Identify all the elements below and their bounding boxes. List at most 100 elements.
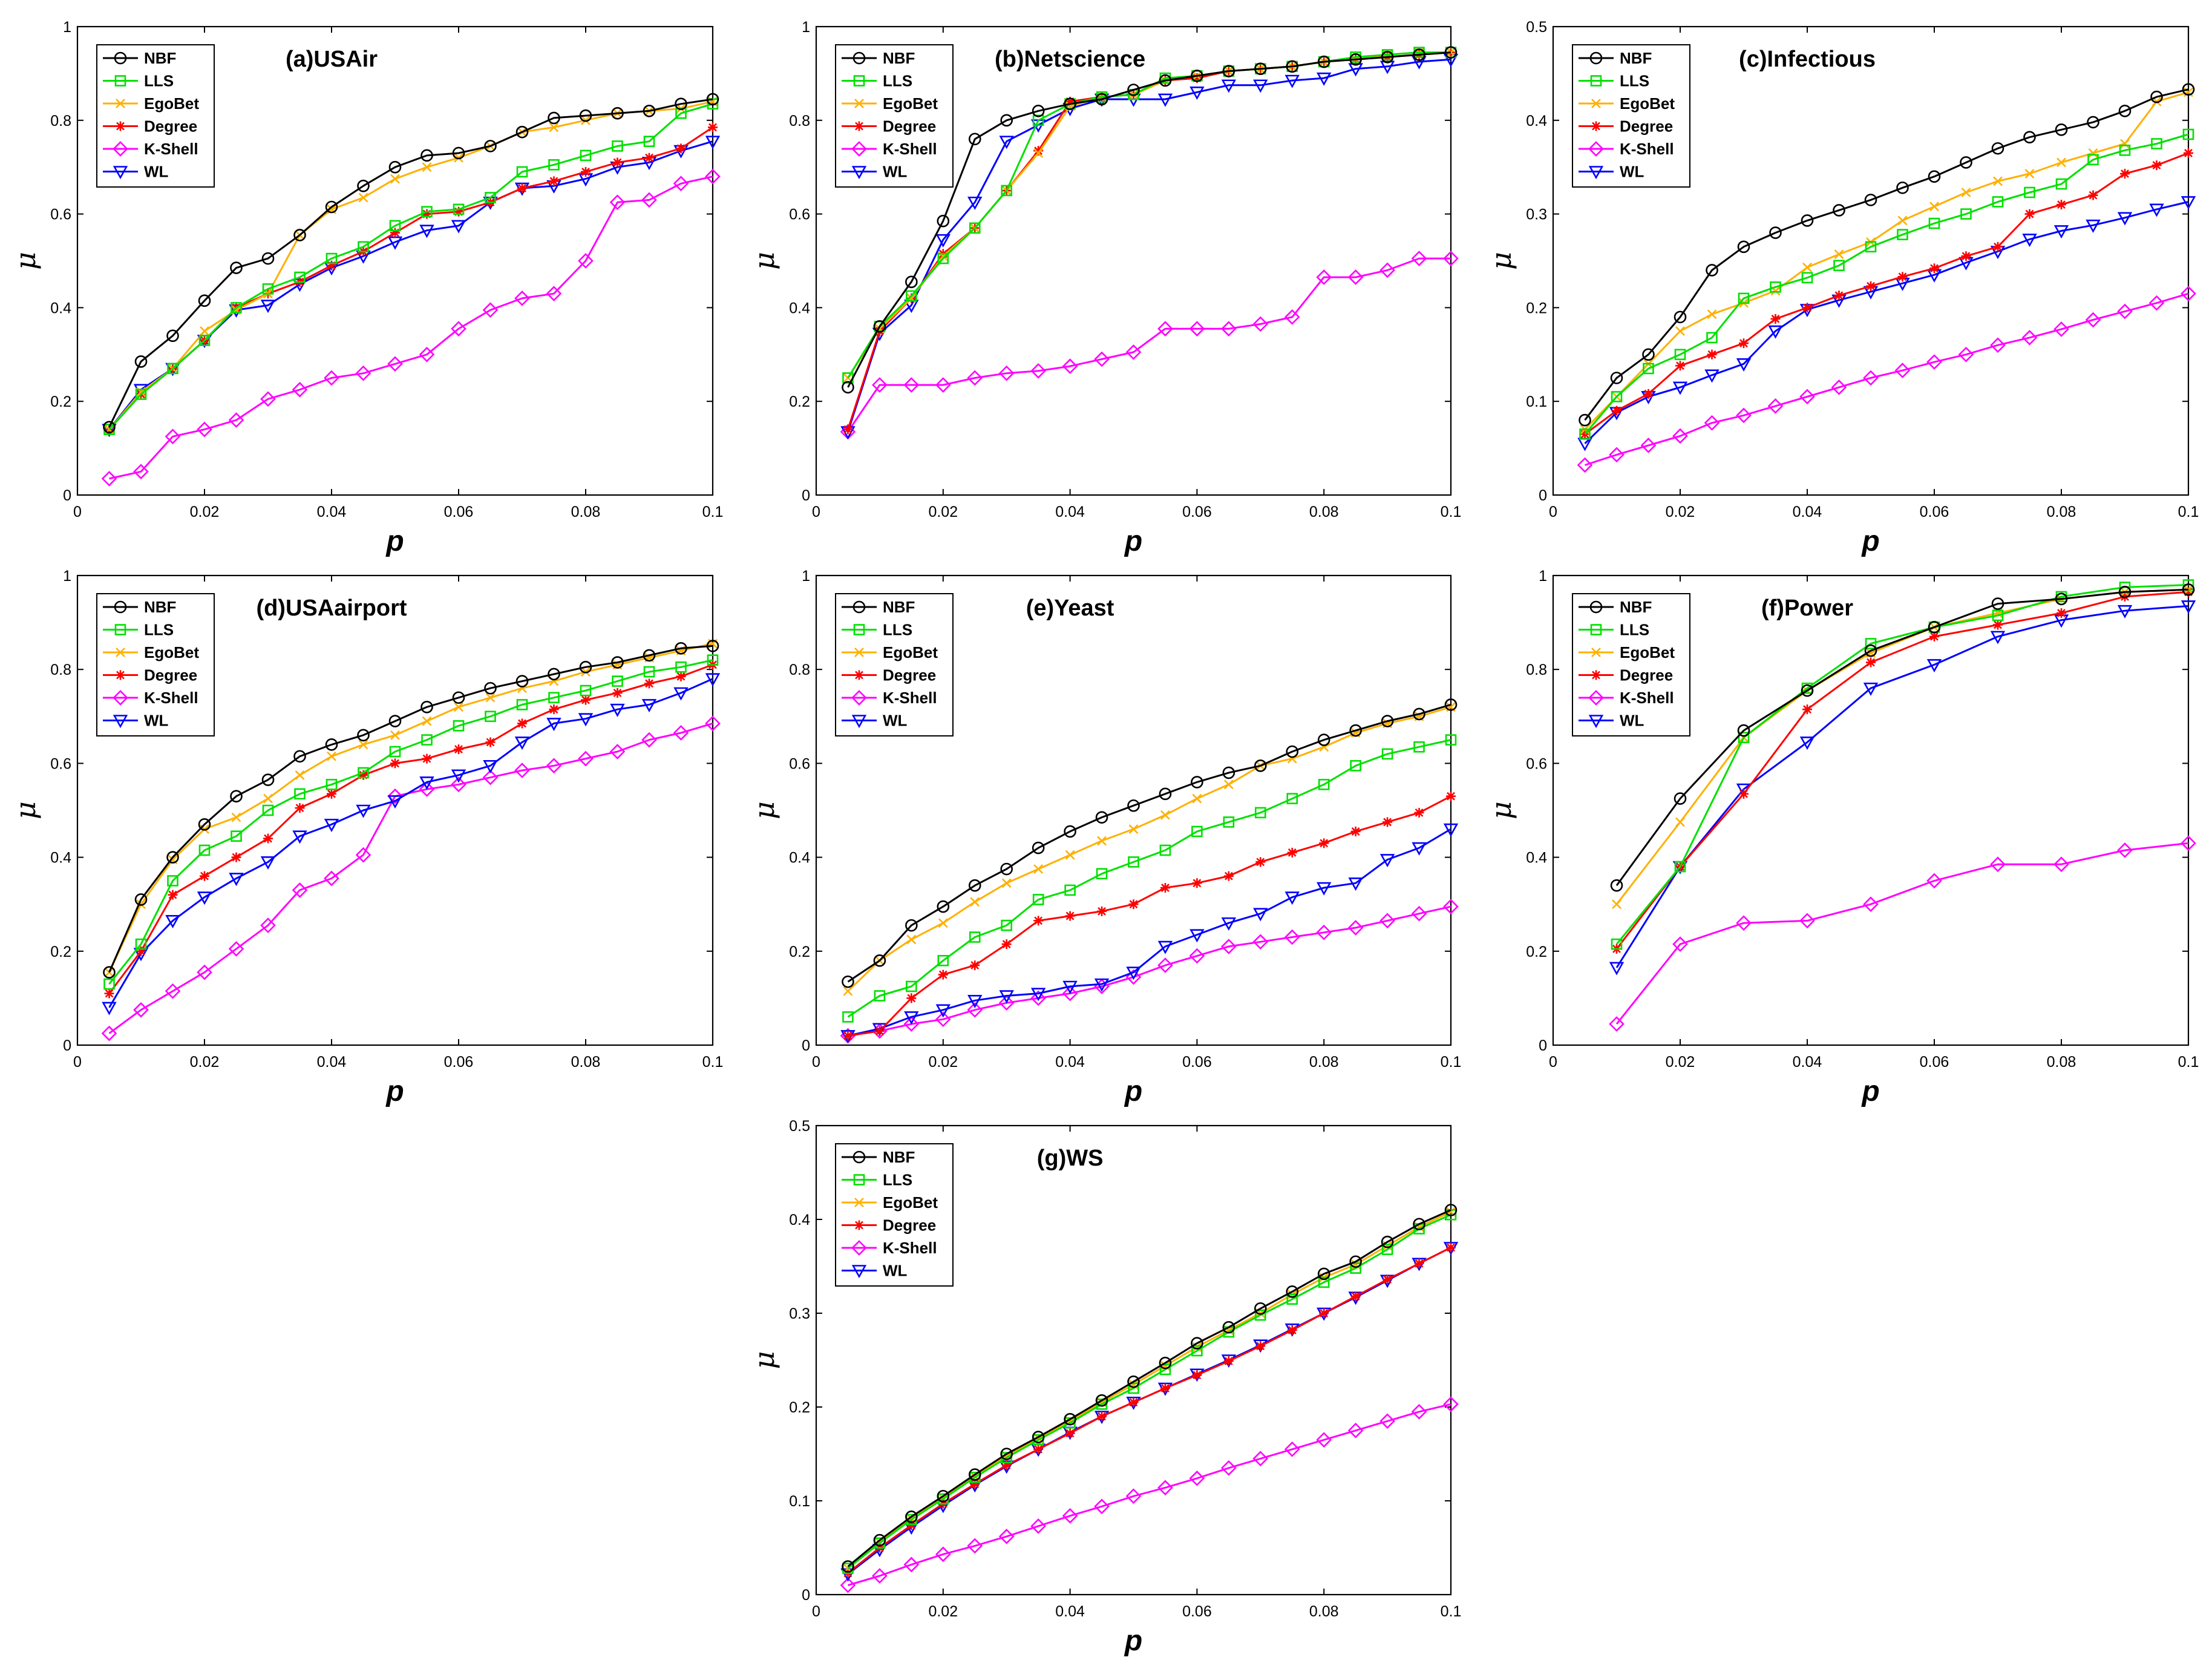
panel-5-point-lls [1350, 759, 1361, 772]
panel-3-point-egobet [1802, 262, 1812, 272]
panel-4-point-wl [610, 703, 625, 717]
panel-4-point-egobet [485, 692, 496, 703]
panel-5-point-egobet [1033, 864, 1044, 874]
panel-5-point-wl [1062, 980, 1078, 994]
panel-2-point-wl [967, 196, 983, 210]
panel-1-point-lls [643, 136, 655, 147]
panel-5-x-tick-label: 0.02 [928, 1054, 958, 1071]
panel-7-legend-label: LLS [883, 1171, 912, 1189]
panel-7-point-k-shell [998, 1529, 1015, 1544]
panel-7-point-k-shell [1221, 1460, 1237, 1476]
panel-3-point-nbf [1928, 170, 1941, 183]
panel-7-point-nbf [905, 1510, 918, 1523]
panel-1-legend-label: WL [144, 163, 169, 181]
panel-1-point-nbf [706, 93, 719, 106]
panel-2-legend-label: EgoBet [883, 94, 938, 113]
panel-2-point-nbf [1381, 51, 1394, 64]
panel-2-point-nbf [1191, 69, 1203, 82]
panel-5-point-nbf [1381, 715, 1394, 727]
panel-6-point-k-shell [1990, 856, 2006, 873]
panel-3-point-k-shell [1799, 389, 1815, 405]
panel-5-x-axis-label: p [1124, 1075, 1142, 1107]
panel-7-point-nbf [842, 1560, 854, 1573]
panel-7: 0 0.02 0.04 0.06 0.08 0.1 0 0.1 0.2 0.3 0.4 0.5 p μ (g… [748, 1118, 1461, 1657]
panel-6-point-k-shell [1926, 873, 1942, 889]
panel-2-x-tick-label: 0.08 [1309, 503, 1339, 520]
panel-3-point-egobet [1897, 215, 1908, 226]
panel-7-x-tick-label: 0.04 [1055, 1603, 1085, 1620]
panel-2-legend: NBF LLS EgoBet Degree K-Shell WL [835, 44, 954, 188]
panel-7-y-tick-label: 0 [802, 1587, 810, 1604]
panel-6-point-degree [1866, 657, 1876, 667]
panel-1-point-k-shell [673, 175, 689, 192]
panel-3-point-degree [2184, 148, 2193, 158]
panel-3-series-k-shell [1577, 286, 2196, 473]
panel-1-x-tick-label: 0.06 [444, 503, 474, 520]
panel-4-point-nbf [420, 700, 433, 713]
panel-4-y-tick-label: 0 [63, 1037, 71, 1054]
panel-3-point-nbf [1674, 310, 1687, 324]
panel-5-x-tick-label: 0.08 [1309, 1054, 1339, 1071]
panel-5-point-degree [843, 1031, 853, 1041]
panel-3-point-degree [1834, 290, 1844, 301]
panel-2-x-tick-label: 0 [812, 503, 820, 520]
panel-3-series-lls [1579, 128, 2194, 440]
panel-3-point-nbf [2087, 116, 2099, 129]
panel-3-point-k-shell [1926, 354, 1942, 370]
panel-6-point-egobet [1675, 817, 1685, 827]
panel-3-point-degree [1770, 313, 1781, 324]
panel-4-point-wl [546, 718, 561, 732]
panel-5-point-lls [1413, 741, 1425, 753]
panel-7-point-k-shell [935, 1546, 951, 1563]
panel-7-legend-marker [852, 1150, 866, 1164]
panel-2-point-k-shell [1443, 251, 1459, 266]
panel-2-point-k-shell [872, 377, 888, 393]
panel-3-point-nbf [2150, 90, 2163, 103]
panel-5-point-lls [842, 1011, 854, 1023]
panel-2-point-wl [1221, 79, 1237, 93]
panel-7-point-degree [970, 1479, 980, 1489]
panel-1-point-degree [676, 143, 686, 154]
panel-6-point-wl [2117, 605, 2133, 618]
panel-2-legend-label: WL [883, 163, 908, 181]
panel-3-y-tick-label: 0.3 [1526, 206, 1547, 223]
panel-4-point-degree [136, 946, 146, 956]
panel-7-point-k-shell [840, 1577, 856, 1593]
panel-3-point-k-shell [1990, 337, 2006, 353]
panel-7-point-nbf [1064, 1412, 1076, 1426]
panel-5-point-degree [1160, 883, 1170, 893]
panel-3-legend-marker [1588, 166, 1604, 180]
panel-5-point-degree [1128, 899, 1139, 910]
panel-3-point-lls [1643, 362, 1654, 375]
panel-2-x-tick-label: 0.04 [1055, 503, 1085, 520]
panel-2-point-nbf [1000, 114, 1013, 127]
panel-1-y-tick-label: 0.2 [50, 393, 71, 410]
panel-1-point-nbf [548, 111, 560, 125]
panel-7-point-degree [1287, 1325, 1297, 1335]
panel-6-legend-marker [1588, 690, 1604, 706]
panel-7-point-k-shell [1094, 1498, 1110, 1515]
panel-5-point-k-shell [1443, 899, 1459, 914]
panel-6-series-k-shell [1609, 835, 2196, 1032]
panel-4-point-lls [389, 746, 401, 758]
panel-3-legend: NBF LLS EgoBet Degree K-Shell WL [1572, 44, 1690, 188]
panel-5-point-degree [906, 993, 917, 1003]
panel-5-point-nbf [968, 879, 981, 892]
panel-5-point-nbf [1286, 745, 1299, 758]
panel-5-point-lls [1128, 856, 1139, 868]
panel-6-point-lls [1865, 638, 1877, 649]
panel-2-series-k-shell [840, 251, 1459, 440]
panel-3-point-wl [2086, 219, 2101, 233]
panel-3-point-k-shell [1894, 362, 1911, 378]
panel-2-y-tick-label: 0 [802, 487, 810, 504]
panel-2-point-k-shell [903, 377, 920, 393]
panel-4-point-wl [197, 891, 212, 905]
panel-7-point-nbf [1381, 1235, 1394, 1248]
panel-3-legend-marker [1591, 121, 1601, 131]
panel-7-point-degree [1097, 1411, 1107, 1422]
panel-5-point-degree [1446, 791, 1456, 801]
panel-3-point-lls [1833, 260, 1845, 272]
panel-4-y-tick-label: 1 [63, 568, 71, 585]
panel-1-legend-label: EgoBet [144, 94, 199, 113]
panel-5-point-k-shell [1221, 939, 1237, 954]
